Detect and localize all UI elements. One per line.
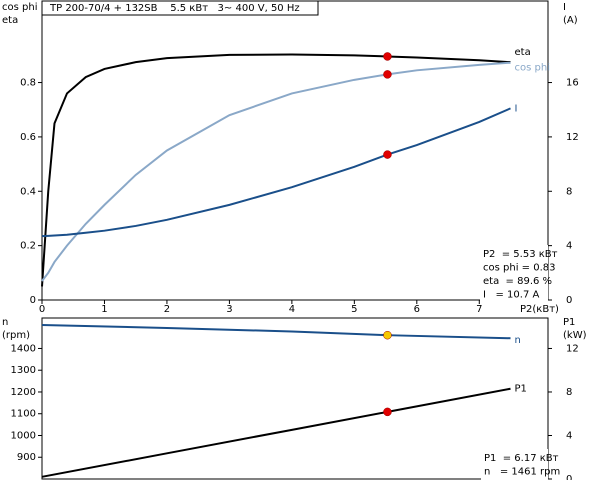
x-tick-label: 4 (289, 304, 295, 315)
y2-tick-label: 12 (566, 132, 579, 143)
y-tick-label: 0.6 (20, 132, 36, 143)
y-tick-label: 0.4 (20, 186, 36, 197)
y-label: cos phi (2, 2, 37, 13)
bottom-frame (41, 317, 549, 480)
y-label: n (2, 317, 8, 328)
x-tick-label: 6 (414, 304, 420, 315)
annotation: P1 = 6.17 кВт (484, 453, 559, 464)
series-label: I (515, 103, 518, 114)
y-tick-label: 1300 (11, 365, 36, 376)
y2-tick-label: 4 (566, 241, 572, 252)
y2-tick-label: 12 (566, 343, 579, 354)
y-tick-label: 1100 (11, 409, 36, 420)
operating-point (383, 52, 392, 61)
curve (41, 53, 511, 287)
y2-tick-label: 0 (566, 295, 572, 306)
y-tick-label: 1200 (11, 387, 36, 398)
annotation: eta = 89.6 % (483, 276, 552, 287)
y2-tick-label: 8 (566, 387, 572, 398)
y-tick-label: 1400 (11, 343, 36, 354)
curve (41, 107, 511, 238)
y2-tick-label: 4 (566, 430, 572, 441)
x-tick-label: 1 (101, 304, 107, 315)
x-tick-label: 3 (226, 304, 232, 315)
title-box (41, 0, 319, 16)
series-label: n (515, 335, 521, 346)
annotation: n = 1461 rpm (484, 467, 560, 478)
y2-label: I (563, 2, 566, 13)
chart-title: TP 200-70/4 + 132SB 5.5 кВт 3~ 400 V, 50… (49, 3, 300, 14)
y2-tick-label: 0 (566, 474, 572, 480)
y-tick-label: 900 (17, 452, 36, 463)
curve (41, 387, 511, 478)
y2-tick-label: 8 (566, 186, 572, 197)
y-label: eta (2, 15, 18, 26)
y2-label: (kW) (563, 330, 587, 341)
y-label: (rpm) (2, 330, 30, 341)
y2-label: (A) (563, 15, 578, 26)
x-tick-label: 7 (476, 304, 482, 315)
annotation: cos phi = 0.83 (483, 263, 555, 274)
x-label: P2(кВт) (520, 304, 559, 315)
y-tick-label: 1000 (11, 430, 36, 441)
curve (41, 323, 511, 340)
annotation: I = 10.7 A (483, 290, 539, 301)
x-tick-label: 2 (164, 304, 170, 315)
y2-label: P1 (563, 317, 575, 328)
operating-point (383, 330, 392, 340)
operating-point (383, 150, 392, 159)
y-tick-label: 0.8 (20, 78, 36, 89)
operating-point (383, 70, 392, 79)
x-tick-label: 5 (351, 304, 357, 315)
operating-point (383, 407, 392, 417)
annotation-box (480, 245, 548, 303)
y-tick-label: 0 (30, 295, 36, 306)
top-frame (41, 0, 549, 301)
series-label: cos phi (515, 63, 550, 74)
series-label: P1 (515, 384, 527, 395)
y2-tick-label: 16 (566, 78, 579, 89)
annotation-box (481, 449, 548, 480)
y-tick-label: 0.2 (20, 241, 36, 252)
curve (41, 61, 511, 282)
annotation: P2 = 5.53 кВт (483, 249, 558, 260)
x-tick-label: 0 (39, 304, 45, 315)
series-label: eta (515, 47, 531, 58)
